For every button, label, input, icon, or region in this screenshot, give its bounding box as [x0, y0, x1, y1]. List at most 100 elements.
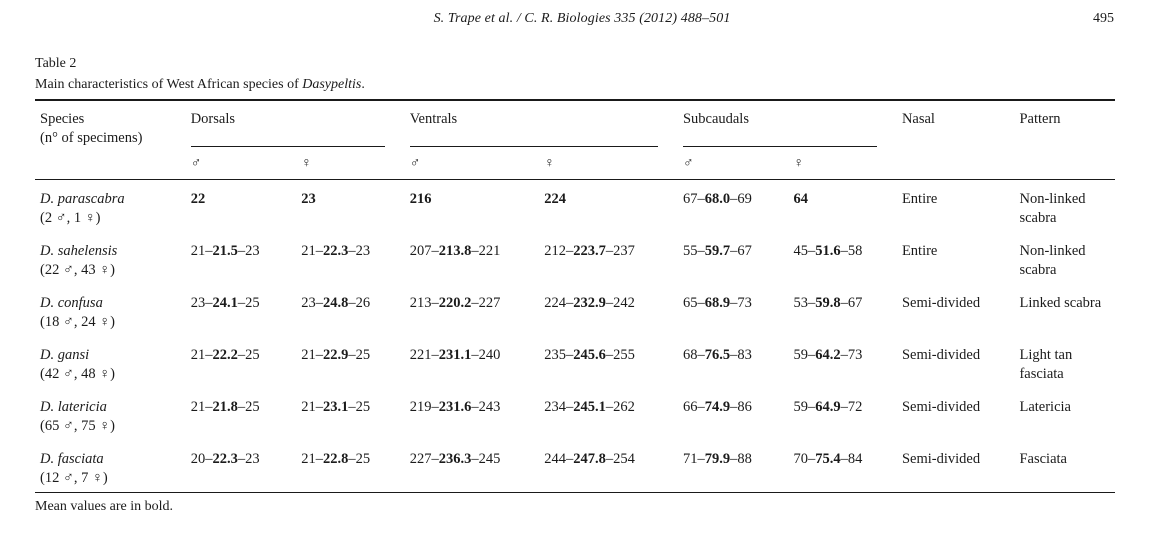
range-max: –243 [471, 399, 501, 415]
subcaudals-male-cell: 68–76.5–83 [683, 336, 794, 388]
range-min: 23– [301, 295, 323, 311]
mean-value: 51.6 [815, 243, 841, 259]
mean-value: 22 [190, 191, 206, 207]
ventrals-female-cell: 235–245.6–255 [544, 336, 683, 388]
species-name: D. gansi [40, 347, 90, 363]
mean-value: 64.2 [815, 347, 841, 363]
range-max: –69 [730, 191, 752, 207]
range-max: –73 [840, 347, 863, 363]
range-min: 68– [682, 347, 705, 363]
header-group-subcaudals-label: Subcaudals [682, 110, 877, 147]
ventrals-female-cell: 224 [544, 180, 683, 233]
caption-text: Main characteristics of West African spe… [35, 76, 303, 92]
range-min: 55– [682, 243, 705, 259]
range-max: –221 [471, 243, 501, 259]
mean-value: 220.2 [438, 295, 472, 311]
female-symbol: ♀ [793, 156, 804, 171]
mean-value: 224 [544, 191, 567, 207]
mean-value: 76.5 [704, 347, 731, 363]
species-cell: D. latericia (65 ♂, 75 ♀) [35, 388, 191, 440]
range-max: –245 [471, 451, 501, 467]
table-footnote: Mean values are in bold. [35, 499, 174, 514]
mean-value: 64 [793, 191, 808, 207]
range-max: –227 [471, 295, 501, 311]
header-group-dorsals-label: Dorsals [190, 110, 385, 147]
nasal-cell: Entire [901, 243, 938, 259]
caption-genus-name: Dasypeltis [302, 76, 362, 92]
table-row: D. confusa (18 ♂, 24 ♀) 23–24.1–25 23–24… [35, 284, 1115, 336]
range-min: 45– [793, 243, 816, 259]
range-max: –67 [730, 243, 752, 259]
range-min: 21– [301, 451, 323, 467]
range-max: –86 [730, 399, 752, 415]
pattern-cell: Non-linked scabra [1019, 243, 1086, 278]
header-nasal: Nasal [901, 111, 935, 127]
header-species: Species (n° of specimens) [35, 100, 191, 180]
range-min: 234– [544, 399, 574, 415]
mean-value: 231.1 [438, 347, 472, 363]
range-min: 224– [544, 295, 574, 311]
range-max: –58 [840, 243, 863, 259]
dorsals-male-cell: 20–22.3–23 [191, 440, 302, 493]
subcaudals-male-cell: 65–68.9–73 [683, 284, 794, 336]
subcaudals-female-cell: 53–59.8–67 [793, 284, 902, 336]
male-symbol: ♂ [409, 156, 421, 171]
mean-value: 59.8 [815, 295, 841, 311]
nasal-cell: Semi-divided [901, 451, 981, 467]
nasal-cell: Entire [901, 191, 938, 207]
range-max: –25 [237, 347, 260, 363]
mean-value: 22.9 [322, 347, 349, 363]
mean-value: 22.8 [322, 451, 349, 467]
table-row: D. sahelensis (22 ♂, 43 ♀) 21–21.5–23 21… [35, 232, 1115, 284]
dorsals-male-cell: 21–22.2–25 [191, 336, 302, 388]
table-body: D. parascabra (2 ♂, 1 ♀) 22 23 216 224 6… [35, 180, 1115, 493]
subcaudals-male-cell: 67–68.0–69 [683, 180, 794, 233]
mean-value: 68.0 [704, 191, 731, 207]
subcaudals-female-cell: 70–75.4–84 [793, 440, 902, 493]
range-min: 71– [682, 451, 705, 467]
mean-value: 213.8 [438, 243, 472, 259]
range-max: –25 [237, 295, 260, 311]
range-max: –23 [348, 243, 371, 259]
female-symbol: ♀ [301, 156, 312, 171]
dorsals-male-cell: 21–21.8–25 [191, 388, 302, 440]
caption-period: . [361, 76, 365, 92]
range-max: –25 [348, 451, 371, 467]
table-description: Main characteristics of West African spe… [35, 75, 365, 96]
header-species-line1: Species [40, 111, 85, 127]
range-min: 70– [793, 451, 816, 467]
mean-value: 247.8 [573, 451, 606, 467]
nasal-cell: Semi-divided [901, 399, 981, 415]
range-max: –84 [840, 451, 863, 467]
range-max: –26 [348, 295, 371, 311]
species-name: D. parascabra [40, 191, 125, 207]
mean-value: 231.6 [438, 399, 472, 415]
mean-value: 23.1 [322, 399, 349, 415]
range-max: –25 [348, 347, 371, 363]
mean-value: 245.1 [573, 399, 606, 415]
ventrals-female-cell: 212–223.7–237 [544, 232, 683, 284]
dorsals-male-cell: 22 [191, 180, 302, 233]
range-min: 66– [682, 399, 705, 415]
mean-value: 75.4 [815, 451, 841, 467]
specimens-count: (65 ♂, 75 ♀) [40, 418, 115, 434]
range-max: –25 [237, 399, 260, 415]
ventrals-male-cell: 216 [410, 180, 545, 233]
dorsals-male-cell: 21–21.5–23 [191, 232, 302, 284]
subcaudals-female-cell: 45–51.6–58 [793, 232, 902, 284]
species-cell: D. confusa (18 ♂, 24 ♀) [35, 284, 191, 336]
running-head: S. Trape et al. / C. R. Biologies 335 (2… [0, 11, 1164, 27]
header-group-dorsals: Dorsals [190, 100, 410, 147]
species-name: D. sahelensis [40, 243, 118, 259]
ventrals-female-cell: 234–245.1–262 [544, 388, 683, 440]
mean-value: 64.9 [815, 399, 841, 415]
range-min: 21– [190, 347, 213, 363]
range-min: 213– [409, 295, 439, 311]
mean-value: 22.3 [212, 451, 238, 467]
range-min: 21– [301, 347, 323, 363]
range-min: 23– [190, 295, 213, 311]
running-head-citation: S. Trape et al. / C. R. Biologies 335 (2… [433, 11, 731, 26]
range-max: –254 [605, 451, 635, 467]
range-min: 21– [301, 399, 323, 415]
species-name: D. confusa [40, 295, 103, 311]
